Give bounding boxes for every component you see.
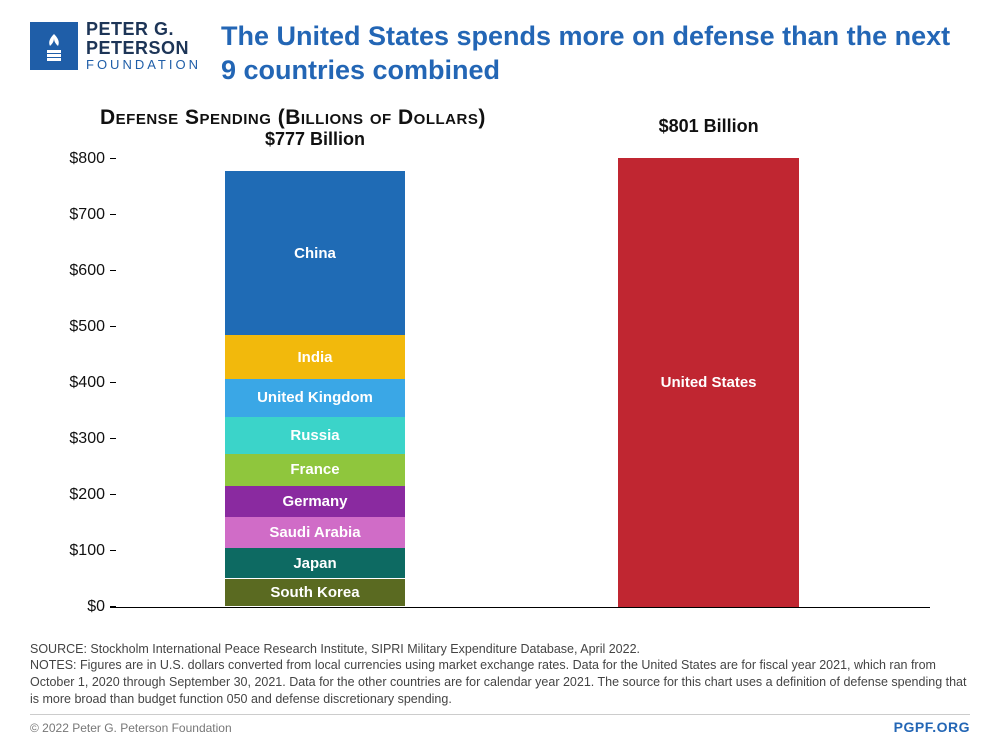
segment: China (225, 171, 405, 335)
y-tick-label: $800 (50, 150, 105, 168)
segment: France (225, 454, 405, 486)
notes: SOURCE: Stockholm International Peace Re… (30, 641, 970, 709)
logo-icon (30, 22, 78, 70)
y-tick-label: $700 (50, 206, 105, 224)
y-tick-label: $100 (50, 542, 105, 560)
y-tick-mark (110, 382, 116, 383)
infographic-container: PETER G. PETERSON FOUNDATION The United … (0, 0, 1000, 750)
y-tick-label: $600 (50, 262, 105, 280)
y-tick-label: $400 (50, 374, 105, 392)
y-tick-label: $300 (50, 430, 105, 448)
y-tick-mark (110, 438, 116, 439)
segment: Saudi Arabia (225, 517, 405, 548)
chart-title: The United States spends more on defense… (221, 20, 970, 88)
logo: PETER G. PETERSON FOUNDATION (30, 20, 201, 71)
copyright: © 2022 Peter G. Peterson Foundation (30, 721, 232, 735)
y-tick-mark (110, 158, 116, 159)
logo-name-2: PETERSON (86, 39, 201, 58)
header: PETER G. PETERSON FOUNDATION The United … (30, 20, 970, 88)
logo-text: PETER G. PETERSON FOUNDATION (86, 20, 201, 71)
y-tick-mark (110, 326, 116, 327)
y-tick-label: $200 (50, 486, 105, 504)
bar-top-label: $801 Billion (659, 116, 759, 137)
segment: South Korea (225, 579, 405, 607)
site-link[interactable]: PGPF.ORG (894, 719, 970, 735)
footer: © 2022 Peter G. Peterson Foundation PGPF… (30, 714, 970, 735)
y-tick-mark (110, 606, 116, 607)
plot-region: $0$100$200$300$400$500$600$700$800ChinaI… (110, 159, 930, 608)
y-tick-mark (110, 214, 116, 215)
segment: Japan (225, 548, 405, 578)
segment: United States (618, 158, 798, 607)
notes-body: NOTES: Figures are in U.S. dollars conve… (30, 657, 970, 708)
y-tick-mark (110, 550, 116, 551)
bar-us: United States (618, 158, 798, 607)
chart-area: $0 $100 $200 $300 $400 $500 $600 $700 $800 ChinaI… (50, 134, 970, 633)
segment: Germany (225, 486, 405, 517)
chart-subtitle: Defense Spending (Billions of Dollars) (100, 106, 970, 130)
segment: India (225, 335, 405, 378)
y-tick-label: $0 (50, 598, 105, 616)
logo-foundation: FOUNDATION (86, 58, 201, 72)
source-line: SOURCE: Stockholm International Peace Re… (30, 641, 970, 658)
segment: Russia (225, 417, 405, 454)
segment: United Kingdom (225, 379, 405, 417)
y-tick-mark (110, 494, 116, 495)
bar-combined: ChinaIndiaUnited KingdomRussiaFranceGerm… (225, 171, 405, 606)
y-tick-label: $500 (50, 318, 105, 336)
y-tick-mark (110, 270, 116, 271)
logo-name-1: PETER G. (86, 20, 201, 39)
bar-top-label: $777 Billion (265, 129, 365, 150)
